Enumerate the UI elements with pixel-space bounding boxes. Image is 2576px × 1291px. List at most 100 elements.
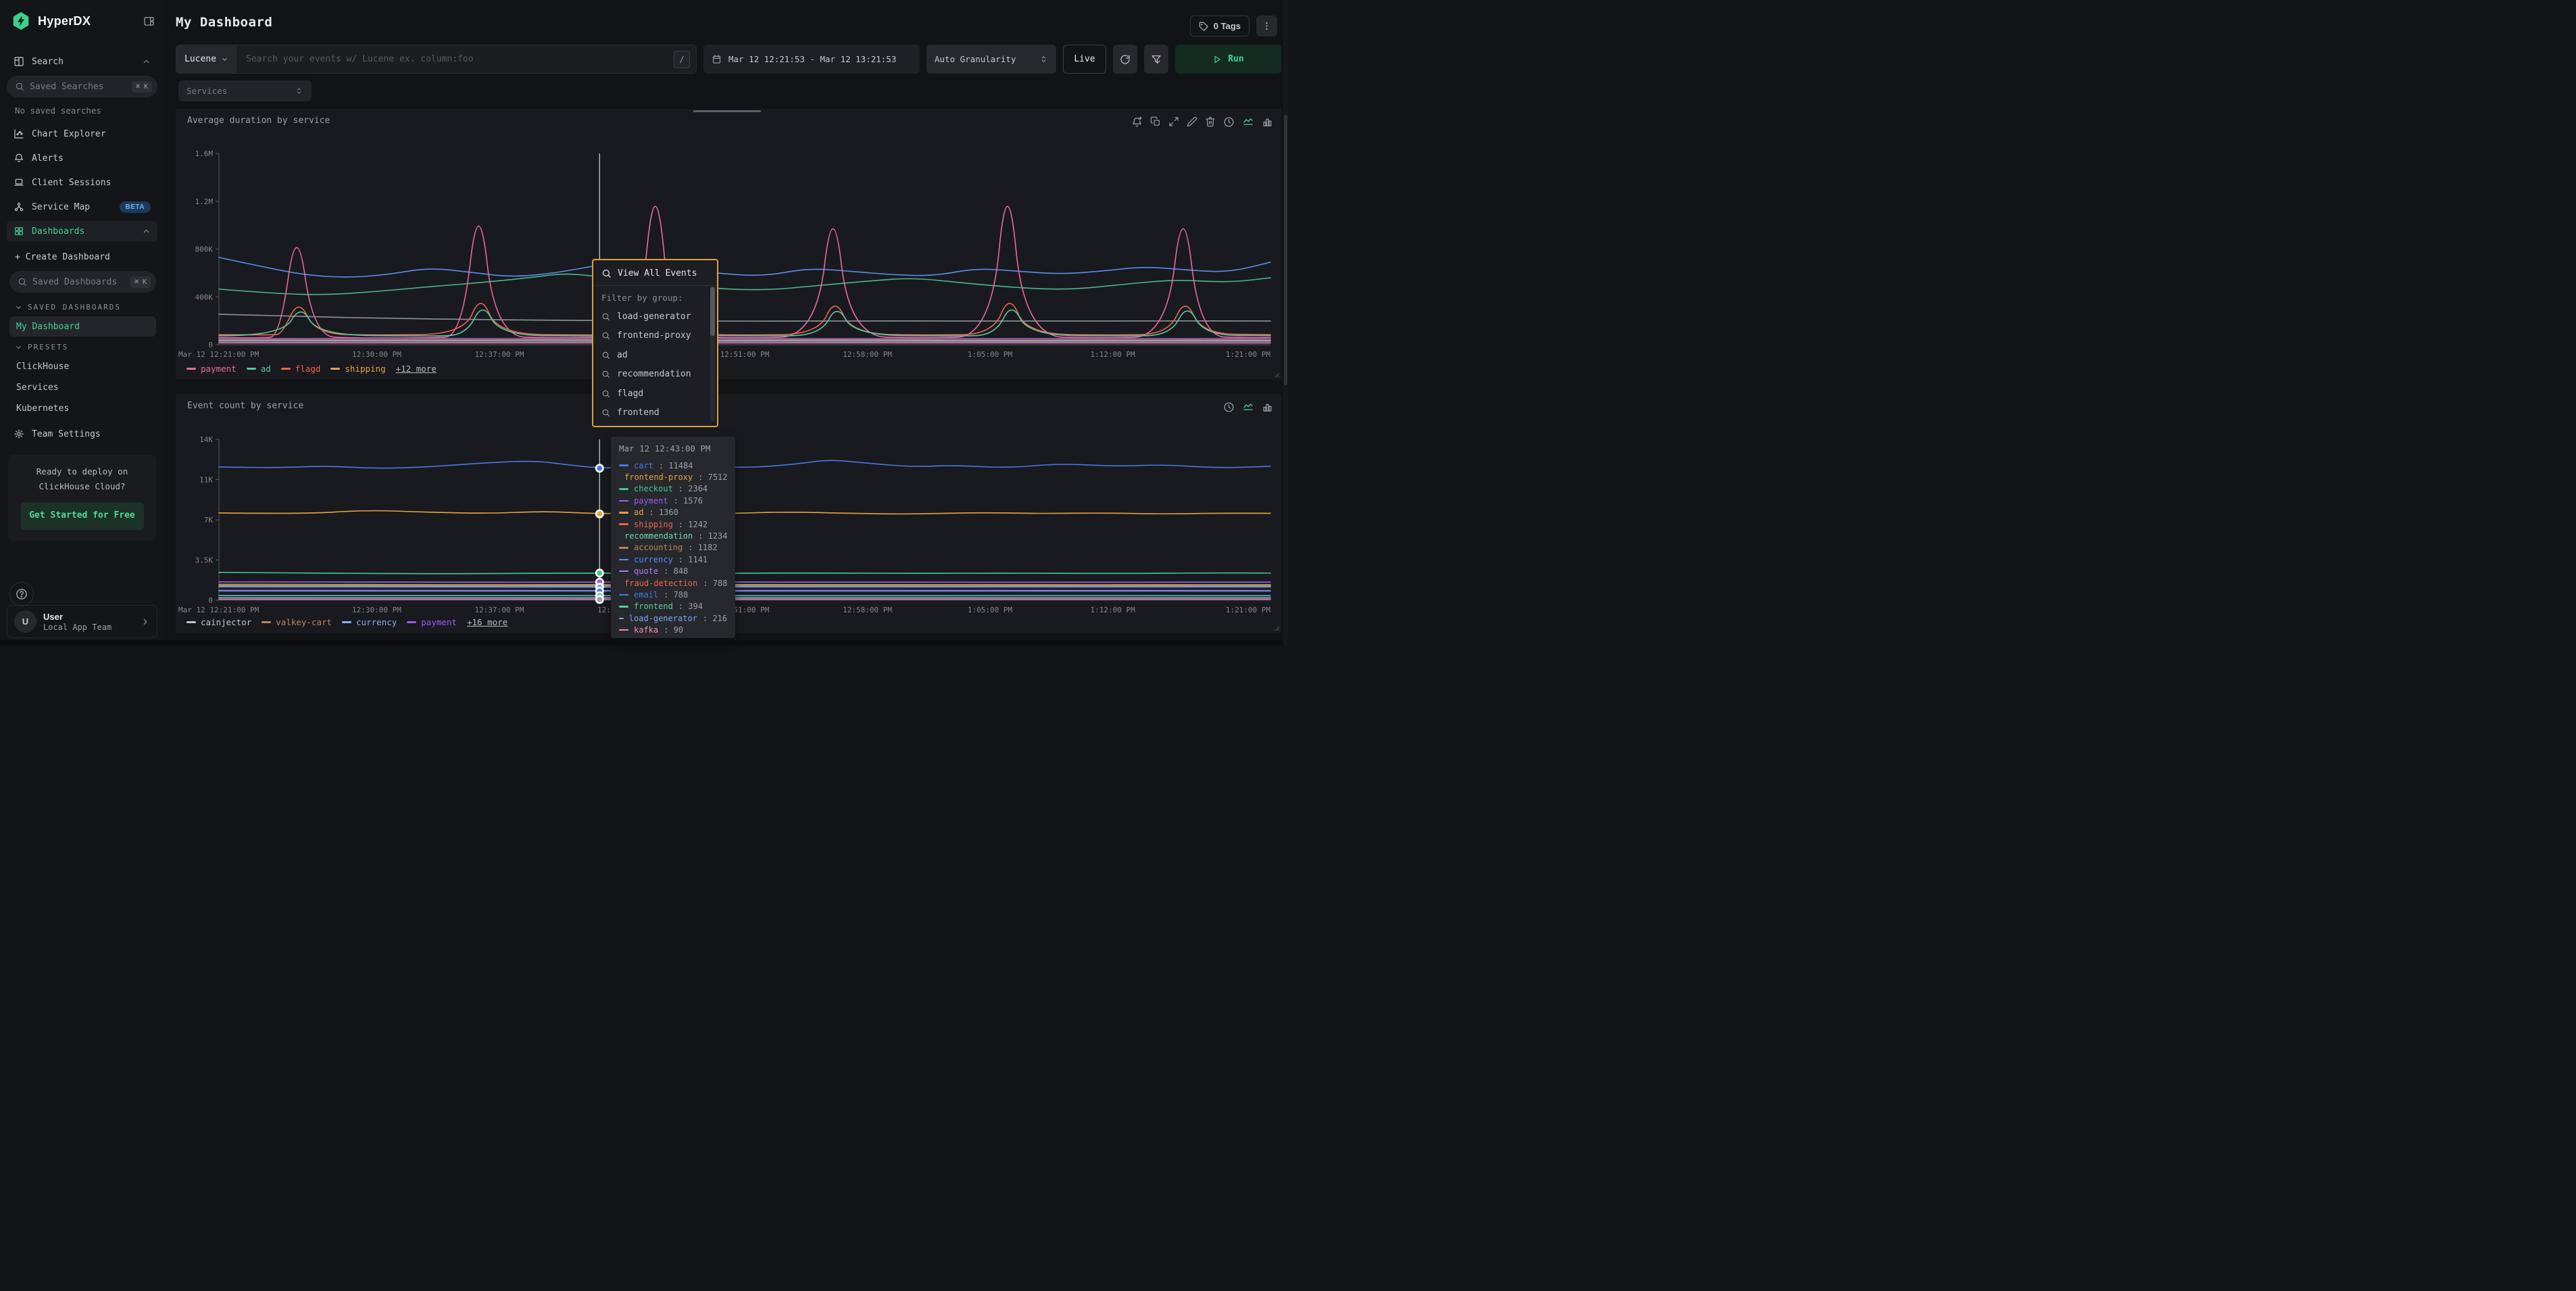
legend-item[interactable]: payment xyxy=(407,617,457,627)
query-language-label: Lucene xyxy=(184,54,216,64)
user-menu[interactable]: U User Local App Team xyxy=(7,605,157,638)
get-started-button[interactable]: Get Started for Free xyxy=(20,502,144,530)
date-range-picker[interactable]: Mar 12 12:21:53 - Mar 12 13:21:53 xyxy=(703,45,920,74)
line-chart-mode-icon[interactable] xyxy=(1242,116,1254,128)
popup-scrollbar-thumb[interactable] xyxy=(710,287,715,336)
help-button[interactable] xyxy=(9,582,34,606)
create-dashboard-button[interactable]: + Create Dashboard xyxy=(9,247,156,267)
filter-group-item[interactable]: load-generator xyxy=(601,307,713,326)
granularity-select[interactable]: Auto Granularity xyxy=(926,45,1056,74)
filter-group-item[interactable]: frontend xyxy=(601,404,713,423)
tooltip-series-value: : 1234 xyxy=(698,531,728,541)
sidebar-item-search[interactable]: Search xyxy=(7,51,157,72)
panel-drag-handle[interactable] xyxy=(693,110,761,112)
saved-searches-field[interactable] xyxy=(30,81,126,92)
legend-item[interactable]: flagd xyxy=(280,364,320,374)
legend-item[interactable]: currency xyxy=(342,617,397,627)
delete-icon[interactable] xyxy=(1205,116,1216,127)
run-button[interactable]: Run xyxy=(1175,45,1281,74)
legend-label: cainjector xyxy=(201,617,252,627)
svg-text:12:58:00 PM: 12:58:00 PM xyxy=(843,350,892,359)
legend-more-link[interactable]: +16 more xyxy=(466,617,508,627)
expand-icon[interactable] xyxy=(1168,116,1179,127)
svg-text:1.6M: 1.6M xyxy=(195,149,214,158)
sidebar-item-kubernetes[interactable]: Kubernetes xyxy=(9,398,156,418)
panel-resize-grip[interactable] xyxy=(1273,371,1279,377)
chart-title: Event count by service xyxy=(187,401,304,411)
avatar: U xyxy=(14,610,36,633)
bar-chart-mode-icon[interactable] xyxy=(1262,116,1273,128)
svg-text:7K: 7K xyxy=(204,516,214,525)
page-scrollbar-thumb[interactable] xyxy=(1284,115,1287,385)
saved-dashboards-field[interactable] xyxy=(32,276,125,287)
legend-item[interactable]: cainjector xyxy=(187,617,251,627)
chevron-up-icon xyxy=(142,57,151,66)
legend-item[interactable]: valkey-cart xyxy=(262,617,332,627)
live-button[interactable]: Live xyxy=(1063,45,1106,74)
sidebar-item-dashboards[interactable]: Dashboards xyxy=(7,221,157,241)
tooltip-series-name: load-generator xyxy=(628,613,697,623)
page-scrollbar[interactable] xyxy=(1283,0,1288,646)
svg-text:12:37:00 PM: 12:37:00 PM xyxy=(475,606,524,614)
updown-chevrons-icon xyxy=(297,88,301,94)
sidebar-item-client-sessions[interactable]: Client Sessions xyxy=(7,172,157,193)
bar-chart-mode-icon[interactable] xyxy=(1262,401,1273,413)
sidebar-item-service-map[interactable]: Service Map BETA xyxy=(7,197,157,217)
filter-group-item[interactable]: flagd xyxy=(601,384,713,404)
services-select[interactable]: Services xyxy=(178,80,312,101)
laptop-icon xyxy=(14,178,24,186)
search-icon xyxy=(18,278,26,286)
filter-group-item[interactable]: frontend-proxy xyxy=(601,326,713,346)
edit-icon[interactable] xyxy=(1187,116,1197,127)
chart-title: Average duration by service xyxy=(187,116,330,126)
sidebar-collapse-icon[interactable] xyxy=(143,16,155,27)
user-meta: User Local App Team xyxy=(43,612,134,632)
filter-group-item[interactable]: ad xyxy=(601,345,713,365)
sidebar-item-team-settings[interactable]: Team Settings xyxy=(7,424,157,444)
sidebar-item-alerts[interactable]: Alerts xyxy=(7,148,157,168)
legend-item[interactable]: payment xyxy=(187,364,237,374)
section-presets[interactable]: PRESETS xyxy=(9,338,156,356)
search-icon xyxy=(602,332,610,340)
legend-item[interactable]: ad xyxy=(246,364,271,374)
saved-dashboards-input[interactable]: ⌘ K xyxy=(9,271,156,293)
sidebar-item-services[interactable]: Services xyxy=(9,377,156,397)
sidebar-item-chart-explorer[interactable]: Chart Explorer xyxy=(7,124,157,144)
popup-scrollbar[interactable] xyxy=(710,286,715,421)
saved-searches-input[interactable]: ⌘ K xyxy=(7,76,157,97)
avg-duration-chart-canvas[interactable]: 0 400K 800K 1.2M 1.6M Mar 12 12:21:00 PM 12:30… xyxy=(176,109,1281,379)
sidebar-item-label: Team Settings xyxy=(32,429,101,439)
sidebar-item-label: Search xyxy=(32,56,64,67)
svg-text:Mar 12 12:21:00 PM: Mar 12 12:21:00 PM xyxy=(178,606,259,614)
tags-button[interactable]: 0 Tags xyxy=(1189,16,1249,36)
updown-chevrons-icon xyxy=(1041,56,1046,62)
history-icon[interactable] xyxy=(1223,401,1235,413)
history-icon[interactable] xyxy=(1223,116,1235,128)
legend-more-link[interactable]: +12 more xyxy=(395,364,437,374)
dashboard-menu-button[interactable] xyxy=(1256,16,1277,36)
alert-add-icon[interactable] xyxy=(1131,116,1143,128)
line-chart-mode-icon[interactable] xyxy=(1242,401,1254,413)
sidebar-item-clickhouse[interactable]: ClickHouse xyxy=(9,356,156,376)
legend-label: payment xyxy=(201,364,237,374)
legend-item[interactable]: shipping xyxy=(330,364,386,374)
clickhouse-promo-card: Ready to deploy on ClickHouse Cloud? Get… xyxy=(8,455,156,541)
tooltip-row: recommendation: 1234 xyxy=(619,530,728,541)
sidebar-item-label: Client Sessions xyxy=(32,177,112,188)
event-search-input[interactable] xyxy=(236,45,674,73)
filter-button[interactable] xyxy=(1144,45,1168,74)
tooltip-series-name: email xyxy=(634,589,659,600)
svg-text:0: 0 xyxy=(208,596,213,605)
section-saved-dashboards[interactable]: SAVED DASHBOARDS xyxy=(9,298,156,316)
event-search-box: Lucene / xyxy=(176,45,697,74)
filter-group-item[interactable]: recommendation xyxy=(601,365,713,385)
tags-label: 0 Tags xyxy=(1213,21,1241,31)
duplicate-icon[interactable] xyxy=(1150,116,1161,127)
query-language-select[interactable]: Lucene xyxy=(176,45,237,73)
legend-label: ad xyxy=(260,364,271,374)
view-all-events-button[interactable]: View All Events xyxy=(593,260,717,285)
panel-resize-grip[interactable] xyxy=(1273,625,1279,631)
refresh-button[interactable] xyxy=(1113,45,1137,74)
sidebar-item-my-dashboard[interactable]: My Dashboard xyxy=(9,316,156,337)
calendar-icon xyxy=(712,55,721,64)
